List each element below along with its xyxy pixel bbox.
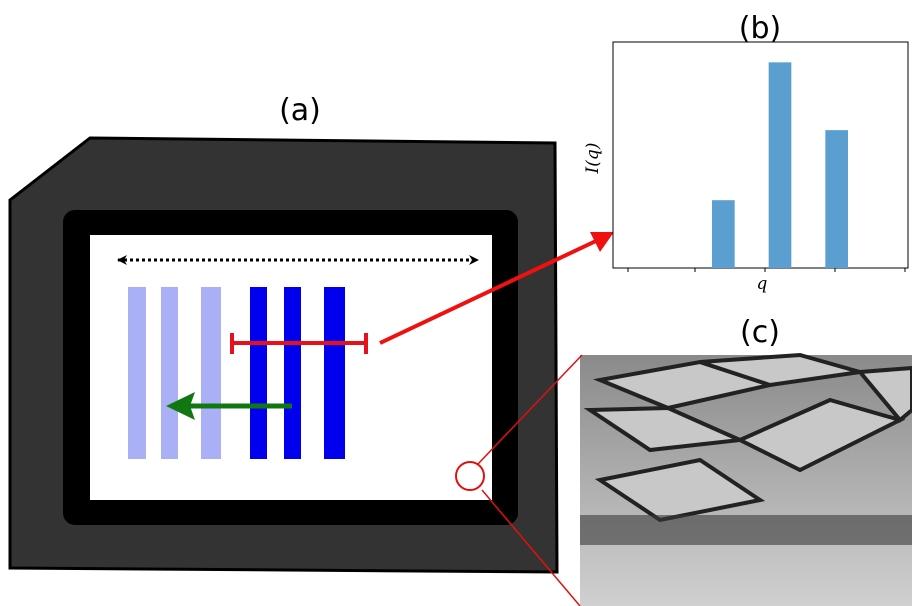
stripes [250, 287, 345, 459]
faded-stripes [128, 287, 221, 459]
x-axis-label: q [757, 274, 768, 294]
panel-label: (c) [740, 315, 780, 350]
bar [769, 62, 792, 268]
panel-label: (a) [279, 93, 321, 128]
bar [712, 200, 735, 268]
y-axis-label: I(q) [583, 143, 603, 175]
figure: (a) (b) (c) q I(q) [0, 0, 912, 606]
plot-frame [613, 42, 908, 268]
panel-label: (b) [739, 11, 781, 46]
bar [825, 130, 848, 268]
x-ticks [628, 268, 905, 272]
sem-underlayer [580, 515, 912, 545]
